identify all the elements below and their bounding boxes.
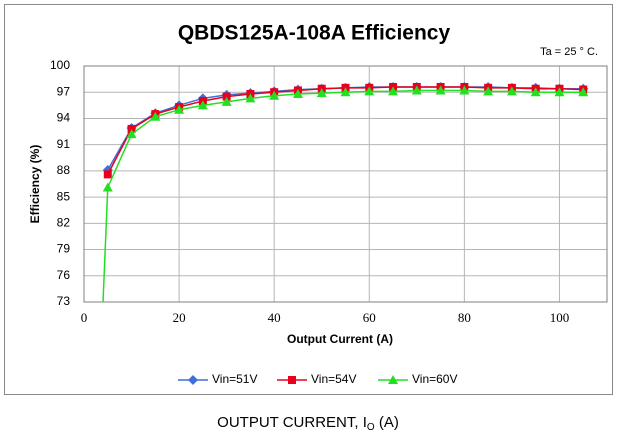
marker [103,170,112,179]
legend-label: Vin=54V [311,372,357,386]
y-tick-label: 97 [57,84,71,98]
caption: OUTPUT CURRENT, IO (A) [217,414,399,433]
caption-main: OUTPUT CURRENT, I [217,414,367,431]
y-tick-label: 82 [57,216,71,230]
y-tick-label: 79 [57,242,71,256]
x-axis-label: Output Current (A) [287,332,393,346]
caption-tail: (A) [375,414,399,431]
x-tick-label: 100 [550,310,570,325]
marker [222,92,231,101]
caption-sub: O [367,422,375,433]
y-tick-label: 85 [57,189,71,203]
x-tick-label: 20 [173,310,186,325]
legend-label: Vin=60V [412,372,458,386]
marker [150,111,161,121]
legend-label: Vin=51V [212,372,258,386]
marker [127,124,136,133]
marker [578,87,589,97]
series-line [102,89,584,302]
marker [364,86,375,96]
marker [411,85,422,95]
marker [174,104,185,114]
marker [197,100,208,110]
marker [221,96,232,106]
y-tick-label: 94 [57,111,71,125]
y-tick-label: 76 [57,268,71,282]
marker [340,87,351,97]
marker [435,85,446,95]
marker [459,85,470,95]
x-tick-label: 0 [81,310,88,325]
y-tick-label: 91 [57,137,71,151]
marker [506,86,517,96]
marker [316,88,327,98]
marker [102,182,113,192]
marker [554,87,565,97]
plot-frame [83,65,608,303]
legend-marker [188,375,198,385]
marker [245,93,256,103]
y-tick-label: 73 [57,294,71,308]
y-tick-label: 100 [50,58,70,72]
marker [388,86,399,96]
x-tick-label: 80 [458,310,471,325]
legend-marker [288,376,296,384]
chart-title: QBDS125A-108A Efficiency [178,22,451,45]
marker [126,129,137,139]
y-axis-label: Efficiency (%) [28,145,42,224]
marker [530,87,541,97]
x-tick-label: 40 [268,310,281,325]
y-tick-label: 88 [57,163,71,177]
annotation: Ta = 25 ° C. [540,46,598,58]
marker [292,88,303,98]
marker [483,86,494,96]
marker [269,90,280,100]
chart-border [4,4,613,395]
x-tick-label: 60 [363,310,376,325]
legend-marker [388,375,398,384]
